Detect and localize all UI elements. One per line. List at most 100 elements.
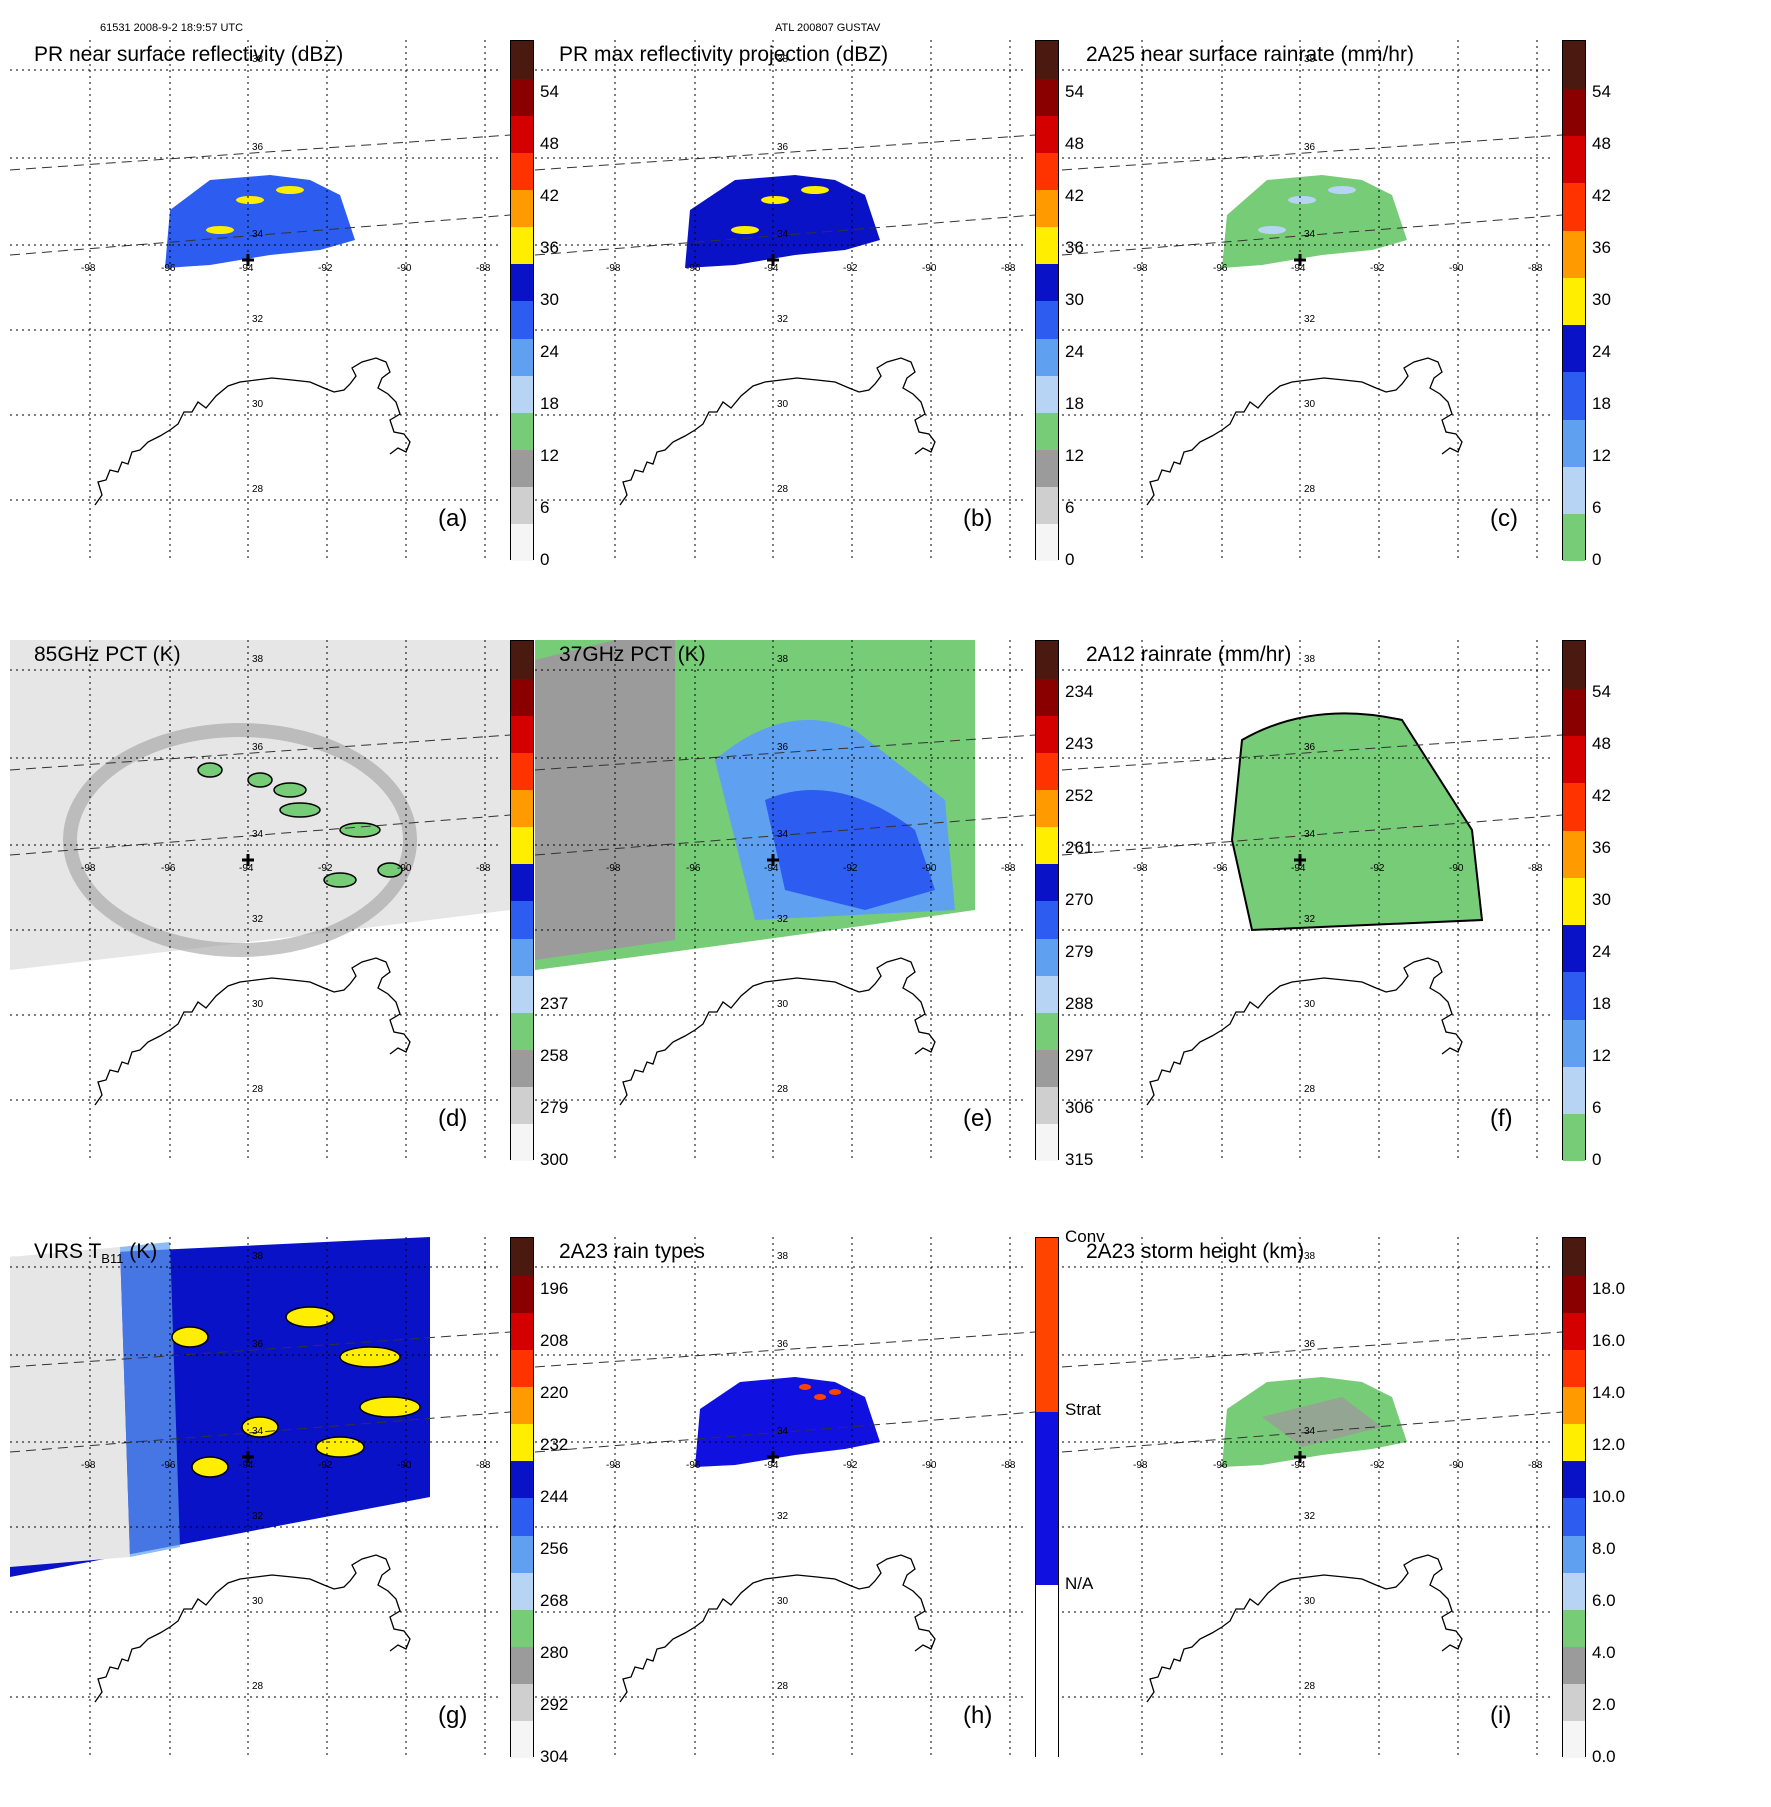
lon-label: -88 <box>1528 863 1543 874</box>
coastline <box>619 957 936 1106</box>
colorbar-tick-label: 268 <box>540 1591 569 1610</box>
lon-label: -88 <box>1528 1460 1543 1471</box>
colorbar-tick-label: 6 <box>540 498 550 517</box>
lon-label: -92 <box>318 1460 333 1471</box>
colorbar-tick-label: 30 <box>1592 890 1611 909</box>
cold-cloud-cell <box>247 772 273 788</box>
colorbar-tick-label: 18 <box>540 394 559 413</box>
coastline <box>1146 957 1463 1106</box>
colorbar-segment <box>1563 277 1585 326</box>
lat-label: 30 <box>777 1596 789 1607</box>
lon-label: -98 <box>81 1460 96 1471</box>
colorbar-segment <box>1563 230 1585 278</box>
colorbar-tick-label: 54 <box>1592 682 1611 701</box>
map-a <box>9 40 511 560</box>
colorbar-tick-label: 16.0 <box>1592 1331 1626 1350</box>
colorbar-segment <box>1563 324 1585 373</box>
lat-label: 38 <box>1304 654 1316 665</box>
lon-label: -90 <box>1449 263 1464 274</box>
lat-label: 30 <box>252 399 264 410</box>
lon-label: -88 <box>1528 263 1543 274</box>
colorbar-segment <box>1036 1123 1058 1162</box>
colorbar-tick-label: 261 <box>1065 838 1094 857</box>
colorbar-segment <box>1563 88 1585 137</box>
lat-label: 38 <box>777 654 789 665</box>
colorbar-segment <box>1563 371 1585 420</box>
colorbar-segment <box>1563 1312 1585 1350</box>
lon-label: -88 <box>1001 263 1016 274</box>
colorbar-segment <box>1036 975 1058 1013</box>
lon-label: -96 <box>686 1460 701 1471</box>
colorbar-segment <box>1036 678 1058 716</box>
coastline <box>94 357 411 506</box>
lon-label: -94 <box>239 263 254 274</box>
colorbar-segment <box>511 1720 533 1759</box>
lon-label: -90 <box>397 263 412 274</box>
lon-label: -94 <box>1291 863 1306 874</box>
storm-center-marker <box>242 1451 254 1463</box>
precip-swath <box>695 1377 880 1467</box>
colorbar-segment <box>511 641 533 679</box>
lon-label: -96 <box>161 863 176 874</box>
lat-label: 28 <box>777 484 789 495</box>
colorbar-segment <box>511 826 533 865</box>
lat-label: 30 <box>777 999 789 1010</box>
lat-label: 28 <box>1304 1084 1316 1095</box>
panel-title: 2A23 rain types <box>559 1240 705 1263</box>
lat-label: 30 <box>1304 1596 1316 1607</box>
lon-label: -96 <box>686 263 701 274</box>
lon-label: -98 <box>81 263 96 274</box>
lat-label: 28 <box>777 1084 789 1095</box>
colorbar-segment <box>1036 752 1058 791</box>
colorbar-segment <box>1036 863 1058 902</box>
colorbar-segment <box>1563 135 1585 184</box>
colorbar-tick-label: 220 <box>540 1383 569 1402</box>
colorbar-segment <box>511 152 533 191</box>
panel-title: 2A12 rainrate (mm/hr) <box>1086 643 1292 666</box>
lat-label: 28 <box>777 1681 789 1692</box>
coastline <box>619 1554 936 1703</box>
colorbar <box>1035 640 1059 1162</box>
colorbar-segment <box>1563 1609 1585 1648</box>
colorbar-tick-label: 280 <box>540 1643 569 1662</box>
lat-label: 28 <box>252 484 264 495</box>
colorbar-segment <box>1036 1086 1058 1125</box>
colorbar-segment <box>1563 735 1585 784</box>
panel-letter: (e) <box>963 1105 993 1132</box>
lon-label: -90 <box>1449 863 1464 874</box>
lat-label: 28 <box>252 1084 264 1095</box>
colorbar-segment <box>511 1460 533 1499</box>
colorbar-segment <box>1036 301 1058 339</box>
colorbar-tick-label: 8.0 <box>1592 1539 1616 1558</box>
colorbar-tick-label: 6 <box>1065 498 1075 517</box>
lon-label: -92 <box>1370 1460 1385 1471</box>
lon-label: -88 <box>476 1460 491 1471</box>
lat-label: 38 <box>777 54 789 65</box>
lon-label: -94 <box>1291 263 1306 274</box>
colorbar-tick-label: 256 <box>540 1539 569 1558</box>
storm-center-marker <box>242 854 254 866</box>
panel-e: -98 -96 -94 -92 -90 -88 38 36 34 32 30 28 37GHz PCT … <box>534 640 1123 1210</box>
panel-title: PR near surface reflectivity (dBZ) <box>34 43 344 66</box>
colorbar-segment <box>1036 641 1058 679</box>
panel-g: -98 -96 -94 -92 -90 -88 38 36 34 32 30 28 VIRS TB11 … <box>9 1237 598 1807</box>
colorbar <box>1035 40 1059 562</box>
colorbar-tick-label: 24 <box>1592 942 1611 961</box>
colorbar-tick-label: 288 <box>1065 994 1094 1013</box>
colorbar-segment <box>511 752 533 791</box>
colorbar-segment <box>511 78 533 116</box>
cold-cloud-cell <box>323 872 357 888</box>
colorbar-tick-label: 18.0 <box>1592 1279 1626 1298</box>
cold-cloud-cell <box>339 822 381 838</box>
colorbar-segment <box>1563 1498 1585 1536</box>
colorbar-segment <box>511 678 533 716</box>
storm-center-marker <box>1294 854 1306 866</box>
lon-label: -92 <box>843 263 858 274</box>
colorbar-segment <box>511 1086 533 1125</box>
lat-label: 32 <box>252 314 264 325</box>
colorbar-tick-label: 48 <box>1592 734 1611 753</box>
lon-label: -98 <box>1133 863 1148 874</box>
colorbar-segment <box>1036 449 1058 488</box>
colorbar-segment <box>1036 375 1058 413</box>
colorbar-segment <box>511 1349 533 1388</box>
